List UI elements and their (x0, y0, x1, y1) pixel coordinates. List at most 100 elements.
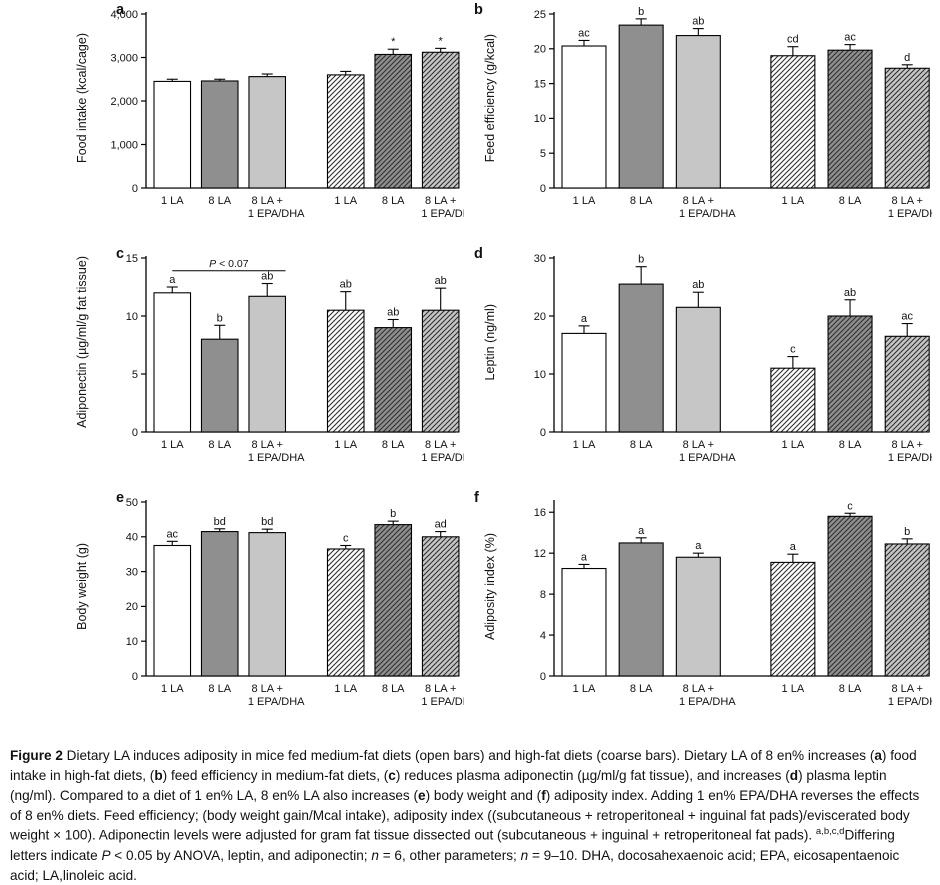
category-label: 8 LA + (251, 195, 283, 207)
bar (675, 306, 721, 433)
sig-label: a (581, 313, 588, 325)
panel-e: e Body weight (g) 0 10 20 30 40 50 ac 1 LA bd 8 L… (0, 490, 470, 734)
category-label: 8 LA + (891, 439, 923, 451)
caption-segment: < 0.05 by ANOVA, leptin, and adiponectin… (110, 847, 372, 863)
bar (675, 35, 721, 189)
category-label: 8 LA (208, 683, 231, 695)
panel-a: a Food intake (kcal/cage) 0 1,000 2,000 3,0… (0, 2, 470, 246)
y-axis-label-e: Body weight (g) (75, 542, 89, 630)
caption-segment: P (101, 847, 111, 863)
category-label: 8 LA + (891, 195, 923, 207)
category-label: 8 LA (208, 439, 231, 451)
y-tick-label: 2,000 (110, 96, 138, 108)
bar (153, 80, 192, 189)
bar (326, 548, 365, 677)
bar (770, 55, 816, 189)
bar (200, 80, 239, 189)
y-tick-label: 20 (534, 44, 546, 56)
bar (884, 335, 930, 433)
y-tick-label: 0 (540, 671, 546, 683)
category-label: 1 LA (334, 195, 357, 207)
sig-label: * (439, 35, 444, 47)
y-tick-label: 10 (126, 636, 138, 648)
panel-b: b Feed efficiency (g/kcal) 0 5 10 15 20 25 ac 1… (470, 2, 940, 246)
caption-segment: a,b,c,d (815, 826, 845, 838)
category-label: 1 EPA/DHA (679, 208, 736, 220)
y-axis-label-wrap: Food intake (kcal/cage) (70, 2, 94, 194)
category-label: 8 LA (839, 683, 862, 695)
caption-segment: ) adiposity index. Adding 1 en% EPA/DHA … (10, 787, 920, 843)
y-axis-label-wrap: Feed efficiency (g/kcal) (478, 2, 502, 194)
bar (421, 309, 460, 433)
category-label: 8 LA (208, 195, 231, 207)
bar (153, 544, 192, 677)
y-tick-label: 50 (126, 497, 138, 509)
sig-label: ab (261, 271, 273, 283)
caption-segment: = 6, other parameters; (378, 847, 521, 863)
sig-label: ab (435, 275, 447, 287)
y-tick-label: 0 (540, 427, 546, 439)
caption-segment: Dietary LA induces adiposity in mice fed… (62, 748, 875, 763)
sig-label: b (638, 254, 644, 266)
category-label: 1 LA (782, 683, 805, 695)
y-tick-label: 0 (540, 183, 546, 195)
category-label: 8 LA + (891, 683, 923, 695)
caption-segment: a (874, 748, 882, 763)
bar (326, 74, 365, 189)
sig-label: b (638, 6, 644, 18)
sig-label: ac (844, 32, 856, 44)
sig-label: bd (261, 516, 273, 528)
category-label: 1 EPA/DHA (679, 696, 736, 708)
category-label: 1 LA (334, 439, 357, 451)
sig-label: a (169, 274, 176, 286)
sig-label: c (847, 500, 853, 512)
bar (827, 49, 873, 189)
y-axis-label-b: Feed efficiency (g/kcal) (483, 33, 497, 163)
caption-segment: ) body weight and ( (425, 787, 542, 803)
bar (561, 567, 607, 677)
caption-segment: ) food intake in high-fat diets, ( (10, 748, 917, 783)
caption-segment: n (520, 847, 529, 863)
annotation-label: P < 0.07 (209, 258, 249, 270)
bar (827, 515, 873, 677)
y-axis-label-d: Leptin (ng/ml) (483, 303, 497, 381)
category-label: 1 LA (782, 439, 805, 451)
caption-segment: Figure 2 (10, 748, 63, 763)
bar (561, 332, 607, 433)
category-label: 1 EPA/DHA (248, 452, 305, 464)
bar (618, 283, 664, 433)
y-tick-label: 5 (540, 148, 546, 160)
sig-label: ad (435, 519, 447, 531)
sig-label: b (904, 526, 910, 538)
category-label: 8 LA (382, 439, 405, 451)
category-label: 8 LA (630, 439, 653, 451)
sig-label: ac (901, 311, 913, 323)
caption-segment: d (789, 767, 799, 783)
sig-label: ac (578, 27, 590, 39)
category-label: 8 LA + (683, 439, 715, 451)
sig-label: b (217, 312, 223, 324)
caption-segment: e (418, 787, 426, 803)
bar (248, 295, 287, 433)
sig-label: ab (844, 287, 856, 299)
y-tick-label: 20 (534, 311, 546, 323)
category-label: 8 LA (630, 195, 653, 207)
y-tick-label: 4,000 (110, 9, 138, 21)
y-tick-label: 10 (126, 311, 138, 323)
bar (374, 53, 413, 189)
category-label: 8 LA (382, 195, 405, 207)
y-tick-label: 15 (126, 253, 138, 265)
sig-label: c (343, 533, 349, 545)
category-label: 8 LA (382, 683, 405, 695)
y-axis-label-wrap: Adiposity index (%) (478, 490, 502, 682)
category-label: 1 LA (161, 683, 184, 695)
category-label: 1 EPA/DHA (421, 208, 464, 220)
category-label: 1 LA (161, 439, 184, 451)
bar (884, 67, 930, 189)
caption-segment: ) reduces plasma adiponectin (µg/ml/g fa… (395, 767, 790, 783)
figure-caption: Figure 2 Dietary LA induces adiposity in… (0, 734, 938, 885)
y-tick-label: 5 (132, 369, 138, 381)
